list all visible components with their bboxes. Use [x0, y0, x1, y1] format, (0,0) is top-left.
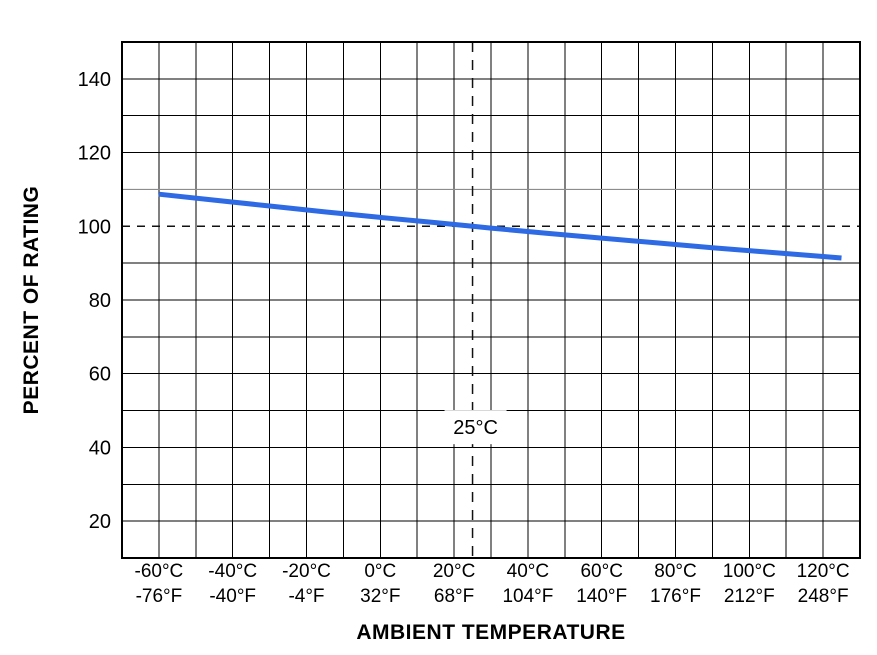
y-axis-title: PERCENT OF RATING [20, 186, 43, 415]
y-tick-label: 120 [78, 143, 111, 165]
x-tick-label-celsius: 80°C [654, 561, 696, 582]
y-tick-label: 140 [78, 69, 111, 91]
x-tick-label-fahrenheit: 176°F [650, 586, 701, 607]
x-tick-label-fahrenheit: 104°F [502, 586, 553, 607]
x-tick-label-fahrenheit: 248°F [798, 586, 849, 607]
y-tick-label: 100 [78, 216, 111, 238]
x-tick-label-celsius: 20°C [433, 561, 475, 582]
derating-curve [158, 191, 842, 261]
y-tick-label: 60 [89, 364, 111, 386]
annotation-layer: 25°C [444, 410, 507, 445]
x-tick-label-fahrenheit: -40°F [209, 586, 256, 607]
x-tick-label-celsius: 0°C [364, 561, 396, 582]
y-tick-label: 40 [89, 437, 111, 459]
series-layer [158, 191, 842, 261]
reference-lines-layer [122, 42, 860, 558]
x-tick-label-fahrenheit: 68°F [434, 586, 474, 607]
plot-border [121, 41, 861, 559]
y-tick-label: 20 [89, 511, 111, 533]
x-tick-label-fahrenheit: 32°F [360, 586, 400, 607]
x-tick-label-celsius: 100°C [723, 561, 776, 582]
x-axis-title: AMBIENT TEMPERATURE [356, 621, 625, 644]
x-tick-label-celsius: -40°C [208, 561, 257, 582]
y-tick-label: 80 [89, 290, 111, 312]
x-tick-label-fahrenheit: -76°F [136, 586, 183, 607]
x-tick-label-celsius: -20°C [282, 561, 331, 582]
x-tick-label-celsius: 60°C [580, 561, 622, 582]
x-tick-label-celsius: -60°C [135, 561, 184, 582]
x-tick-label-fahrenheit: 140°F [576, 586, 627, 607]
tick-labels-layer: 20 40 60 80 100 120 140 -60°C -76°F -40°C -40°F -20… [78, 69, 850, 607]
x-tick-label-fahrenheit: 212°F [724, 586, 775, 607]
reference-temp-label: 25°C [453, 417, 498, 439]
x-tick-label-celsius: 120°C [797, 561, 850, 582]
grid-layer [122, 42, 860, 558]
x-tick-label-celsius: 40°C [507, 561, 549, 582]
reference-temp-label-bg [444, 410, 507, 445]
x-tick-label-fahrenheit: -4°F [288, 586, 324, 607]
